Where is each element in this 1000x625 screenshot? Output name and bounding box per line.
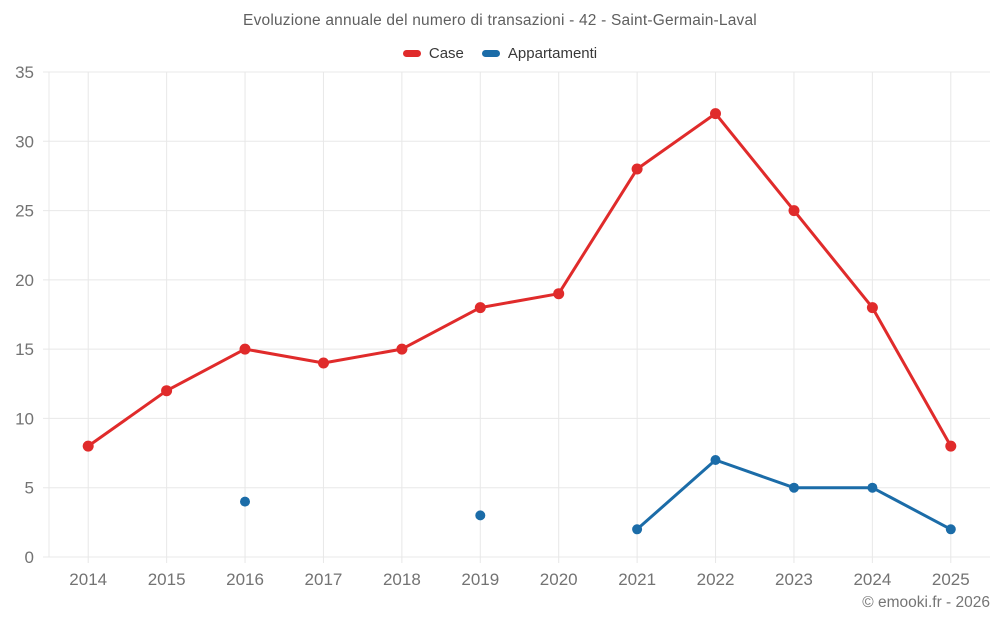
- data-point-appartamenti-2023[interactable]: [789, 482, 799, 493]
- case-series-swatch-icon: [402, 50, 421, 57]
- y-tick-label: 15: [15, 340, 34, 359]
- x-tick-label: 2015: [148, 570, 186, 589]
- data-point-case-2016[interactable]: [239, 343, 251, 355]
- legend: Case Appartamenti: [0, 45, 1000, 62]
- y-tick-label: 30: [15, 132, 34, 151]
- y-tick-label: 25: [15, 202, 34, 221]
- y-tick-label: 20: [15, 271, 34, 290]
- legend-item-label: Appartamenti: [507, 45, 598, 62]
- data-point-appartamenti-2021[interactable]: [632, 524, 643, 535]
- legend-item-case[interactable]: Case: [402, 45, 464, 62]
- data-point-case-2014[interactable]: [82, 440, 94, 452]
- x-tick-label: 2016: [226, 570, 264, 589]
- data-point-case-2020[interactable]: [553, 288, 565, 300]
- chart-header: Evoluzione annuale del numero di transaz…: [0, 0, 1000, 62]
- x-tick-label: 2014: [69, 570, 107, 589]
- chart-title: Evoluzione annuale del numero di transaz…: [243, 12, 757, 29]
- data-point-appartamenti-2024[interactable]: [867, 482, 878, 493]
- data-point-case-2023[interactable]: [788, 205, 800, 217]
- data-point-case-2018[interactable]: [396, 343, 408, 355]
- data-point-case-2019[interactable]: [474, 302, 486, 314]
- data-point-case-2017[interactable]: [318, 357, 329, 369]
- legend-item-appartamenti[interactable]: Appartamenti: [481, 45, 598, 62]
- legend-item-label: Case: [428, 45, 464, 62]
- data-point-case-2024[interactable]: [866, 302, 878, 314]
- data-point-case-2015[interactable]: [161, 385, 173, 397]
- appartamenti-series-swatch-icon: [481, 50, 500, 57]
- x-tick-label: 2025: [932, 570, 970, 589]
- x-tick-label: 2023: [775, 570, 813, 589]
- x-tick-label: 2020: [540, 570, 578, 589]
- data-point-appartamenti-2025[interactable]: [945, 524, 956, 535]
- x-tick-label: 2019: [461, 570, 499, 589]
- data-point-case-2021[interactable]: [631, 163, 643, 175]
- x-tick-label: 2022: [697, 570, 735, 589]
- data-point-case-2022[interactable]: [710, 108, 721, 120]
- x-tick-label: 2018: [383, 570, 421, 589]
- y-tick-label: 10: [15, 409, 34, 428]
- x-tick-label: 2024: [853, 570, 891, 589]
- data-point-appartamenti-2022[interactable]: [710, 455, 721, 465]
- y-tick-label: 0: [25, 548, 34, 567]
- copyright-watermark: © emooki.fr - 2026: [862, 594, 990, 611]
- x-tick-label: 2017: [305, 570, 343, 589]
- series-line-case: [86, 112, 953, 448]
- data-point-appartamenti-2016[interactable]: [240, 496, 250, 507]
- data-point-case-2025[interactable]: [945, 440, 957, 452]
- y-tick-label: 35: [15, 63, 34, 82]
- data-point-appartamenti-2019[interactable]: [475, 510, 486, 521]
- x-tick-label: 2021: [618, 570, 656, 589]
- y-tick-label: 5: [25, 479, 34, 498]
